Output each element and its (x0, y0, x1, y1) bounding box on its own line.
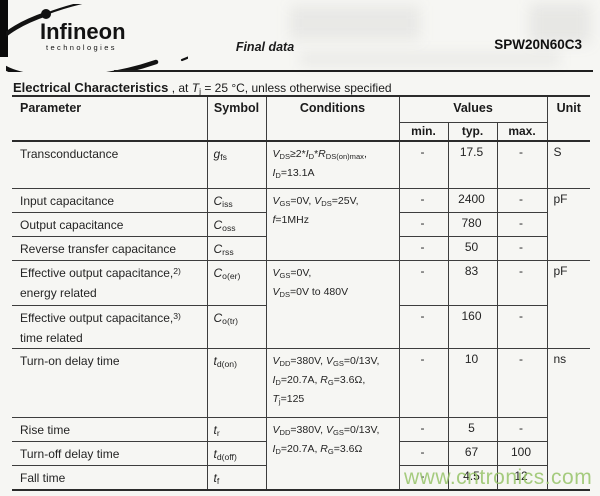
param-cell: Transconductance (12, 140, 207, 189)
table-row: Reverse transfer capacitance Crss -50- (12, 236, 590, 261)
unit-cell: S (546, 140, 590, 189)
left-edge-artifact (0, 0, 8, 57)
electrical-characteristics-table: Parameter Symbol Conditions Values Unit … (12, 95, 590, 491)
typ-cell: 4.5 (447, 465, 497, 491)
infineon-logo: Infineon technologies (6, 4, 188, 72)
max-cell: - (496, 212, 547, 237)
typ-cell: 5 (447, 417, 497, 442)
characteristics-table: Parameter Symbol Conditions Values Unit … (12, 95, 590, 491)
symbol-cell: Ciss (206, 188, 266, 213)
param-cell: Turn-off delay time (12, 441, 207, 466)
typ-cell: 780 (447, 212, 497, 237)
min-cell: - (398, 417, 448, 442)
watermark: www.cntronics.com (404, 466, 593, 489)
unit-cell: pF (546, 188, 590, 261)
col-header-parameter: Parameter (12, 95, 207, 142)
max-cell: - (496, 260, 547, 306)
typ-cell: 10 (447, 348, 497, 418)
conditions-cell: VGS=0V, VDS=0V to 480V (265, 260, 399, 349)
param-cell: Effective output capacitance,2) energy re… (12, 260, 207, 306)
max-cell: - (496, 417, 547, 442)
col-header-typ: typ. (447, 122, 497, 142)
part-number: SPW20N60C3 (494, 37, 582, 52)
col-header-symbol: Symbol (206, 95, 266, 142)
table-row: Turn-on delay time td(on) VDD=380V, VGS=0/… (12, 348, 590, 491)
min-cell: - (398, 348, 448, 418)
doc-type-label: Final data (235, 40, 295, 54)
col-header-unit: Unit (546, 95, 590, 142)
conditions-cell: VDS≥2*ID*RDS(on)max, ID=13.1A (265, 140, 399, 189)
unit-cell: ns (546, 348, 590, 491)
typ-cell: 50 (447, 236, 497, 261)
param-cell: Turn-on delay time (12, 348, 207, 418)
typ-cell: 83 (447, 260, 497, 306)
max-cell: - (496, 305, 547, 349)
min-cell: - (398, 305, 448, 349)
symbol-cell: Crss (206, 236, 266, 261)
symbol-cell: tr (206, 417, 266, 442)
symbol-cell: td(off) (206, 441, 266, 466)
min-cell: - (398, 441, 448, 466)
logo-sub-text: technologies (46, 43, 117, 52)
table-row: Rise time tr VDD=380V, VGS=0/13V, ID=20.7A,… (12, 417, 590, 491)
param-cell: Output capacitance (12, 212, 207, 237)
symbol-cell: Co(tr) (206, 305, 266, 349)
min-cell: - (398, 465, 448, 491)
table-row: Transconductance gfs VDS≥2*ID*RDS(on)max, I… (12, 140, 590, 189)
typ-cell: 17.5 (447, 140, 497, 189)
min-cell: - (398, 188, 448, 213)
symbol-cell: Coss (206, 212, 266, 237)
max-cell: 100 (496, 441, 547, 466)
param-cell: Effective output capacitance,3) time rela… (12, 305, 207, 349)
logo-swoosh (6, 11, 159, 72)
scan-artifact (290, 6, 420, 40)
section-title: Electrical Characteristics , at Tj = 25 … (13, 80, 392, 97)
param-cell: Rise time (12, 417, 207, 442)
table-header-row: Parameter Symbol Conditions Values Unit (12, 95, 590, 142)
col-header-values: Values (398, 95, 547, 123)
conditions-cell: VGS=0V, VDS=25V, f=1MHz (265, 188, 399, 261)
table-row: Effective output capacitance,2) energy re… (12, 260, 590, 349)
typ-cell: 2400 (447, 188, 497, 213)
conditions-cell: VDD=380V, VGS=0/13V, ID=20.7A, RG=3.6Ω (265, 417, 399, 491)
min-cell: - (398, 212, 448, 237)
max-cell: - (496, 348, 547, 418)
table-row: Output capacitance Coss -780- (12, 212, 590, 237)
col-header-min: min. (398, 122, 448, 142)
min-cell: - (398, 140, 448, 189)
table-subheader-row: min. typ. max. (12, 122, 590, 142)
symbol-cell: gfs (206, 140, 266, 189)
table-row: Input capacitance Ciss VGS=0V, VDS=25V, f=1… (12, 188, 590, 261)
table-row: Fall time tf -4.5 12 (12, 465, 590, 491)
param-cell: Input capacitance (12, 188, 207, 213)
logo-brand-text: Infineon (40, 19, 126, 44)
col-header-conditions: Conditions (265, 95, 399, 142)
typ-cell: 67 (447, 441, 497, 466)
max-cell: - (496, 140, 547, 189)
unit-cell: pF (546, 260, 590, 349)
max-cell: - (496, 236, 547, 261)
symbol-cell: Co(er) (206, 260, 266, 306)
param-cell: Reverse transfer capacitance (12, 236, 207, 261)
symbol-cell: tf (206, 465, 266, 491)
header-rule (114, 70, 593, 72)
min-cell: - (398, 260, 448, 306)
max-cell: - (496, 188, 547, 213)
symbol-cell: td(on) (206, 348, 266, 418)
table-row: Effective output capacitance,3) time rela… (12, 305, 590, 349)
scan-artifact (300, 52, 560, 66)
max-cell: 12 (496, 465, 547, 491)
min-cell: - (398, 236, 448, 261)
conditions-cell: VDD=380V, VGS=0/13V, ID=20.7A, RG=3.6Ω, Tj… (265, 348, 399, 418)
col-header-max: max. (496, 122, 547, 142)
typ-cell: 160 (447, 305, 497, 349)
table-row: Turn-off delay time td(off) -67 100 (12, 441, 590, 466)
logo-dot (41, 9, 51, 19)
param-cell: Fall time (12, 465, 207, 491)
